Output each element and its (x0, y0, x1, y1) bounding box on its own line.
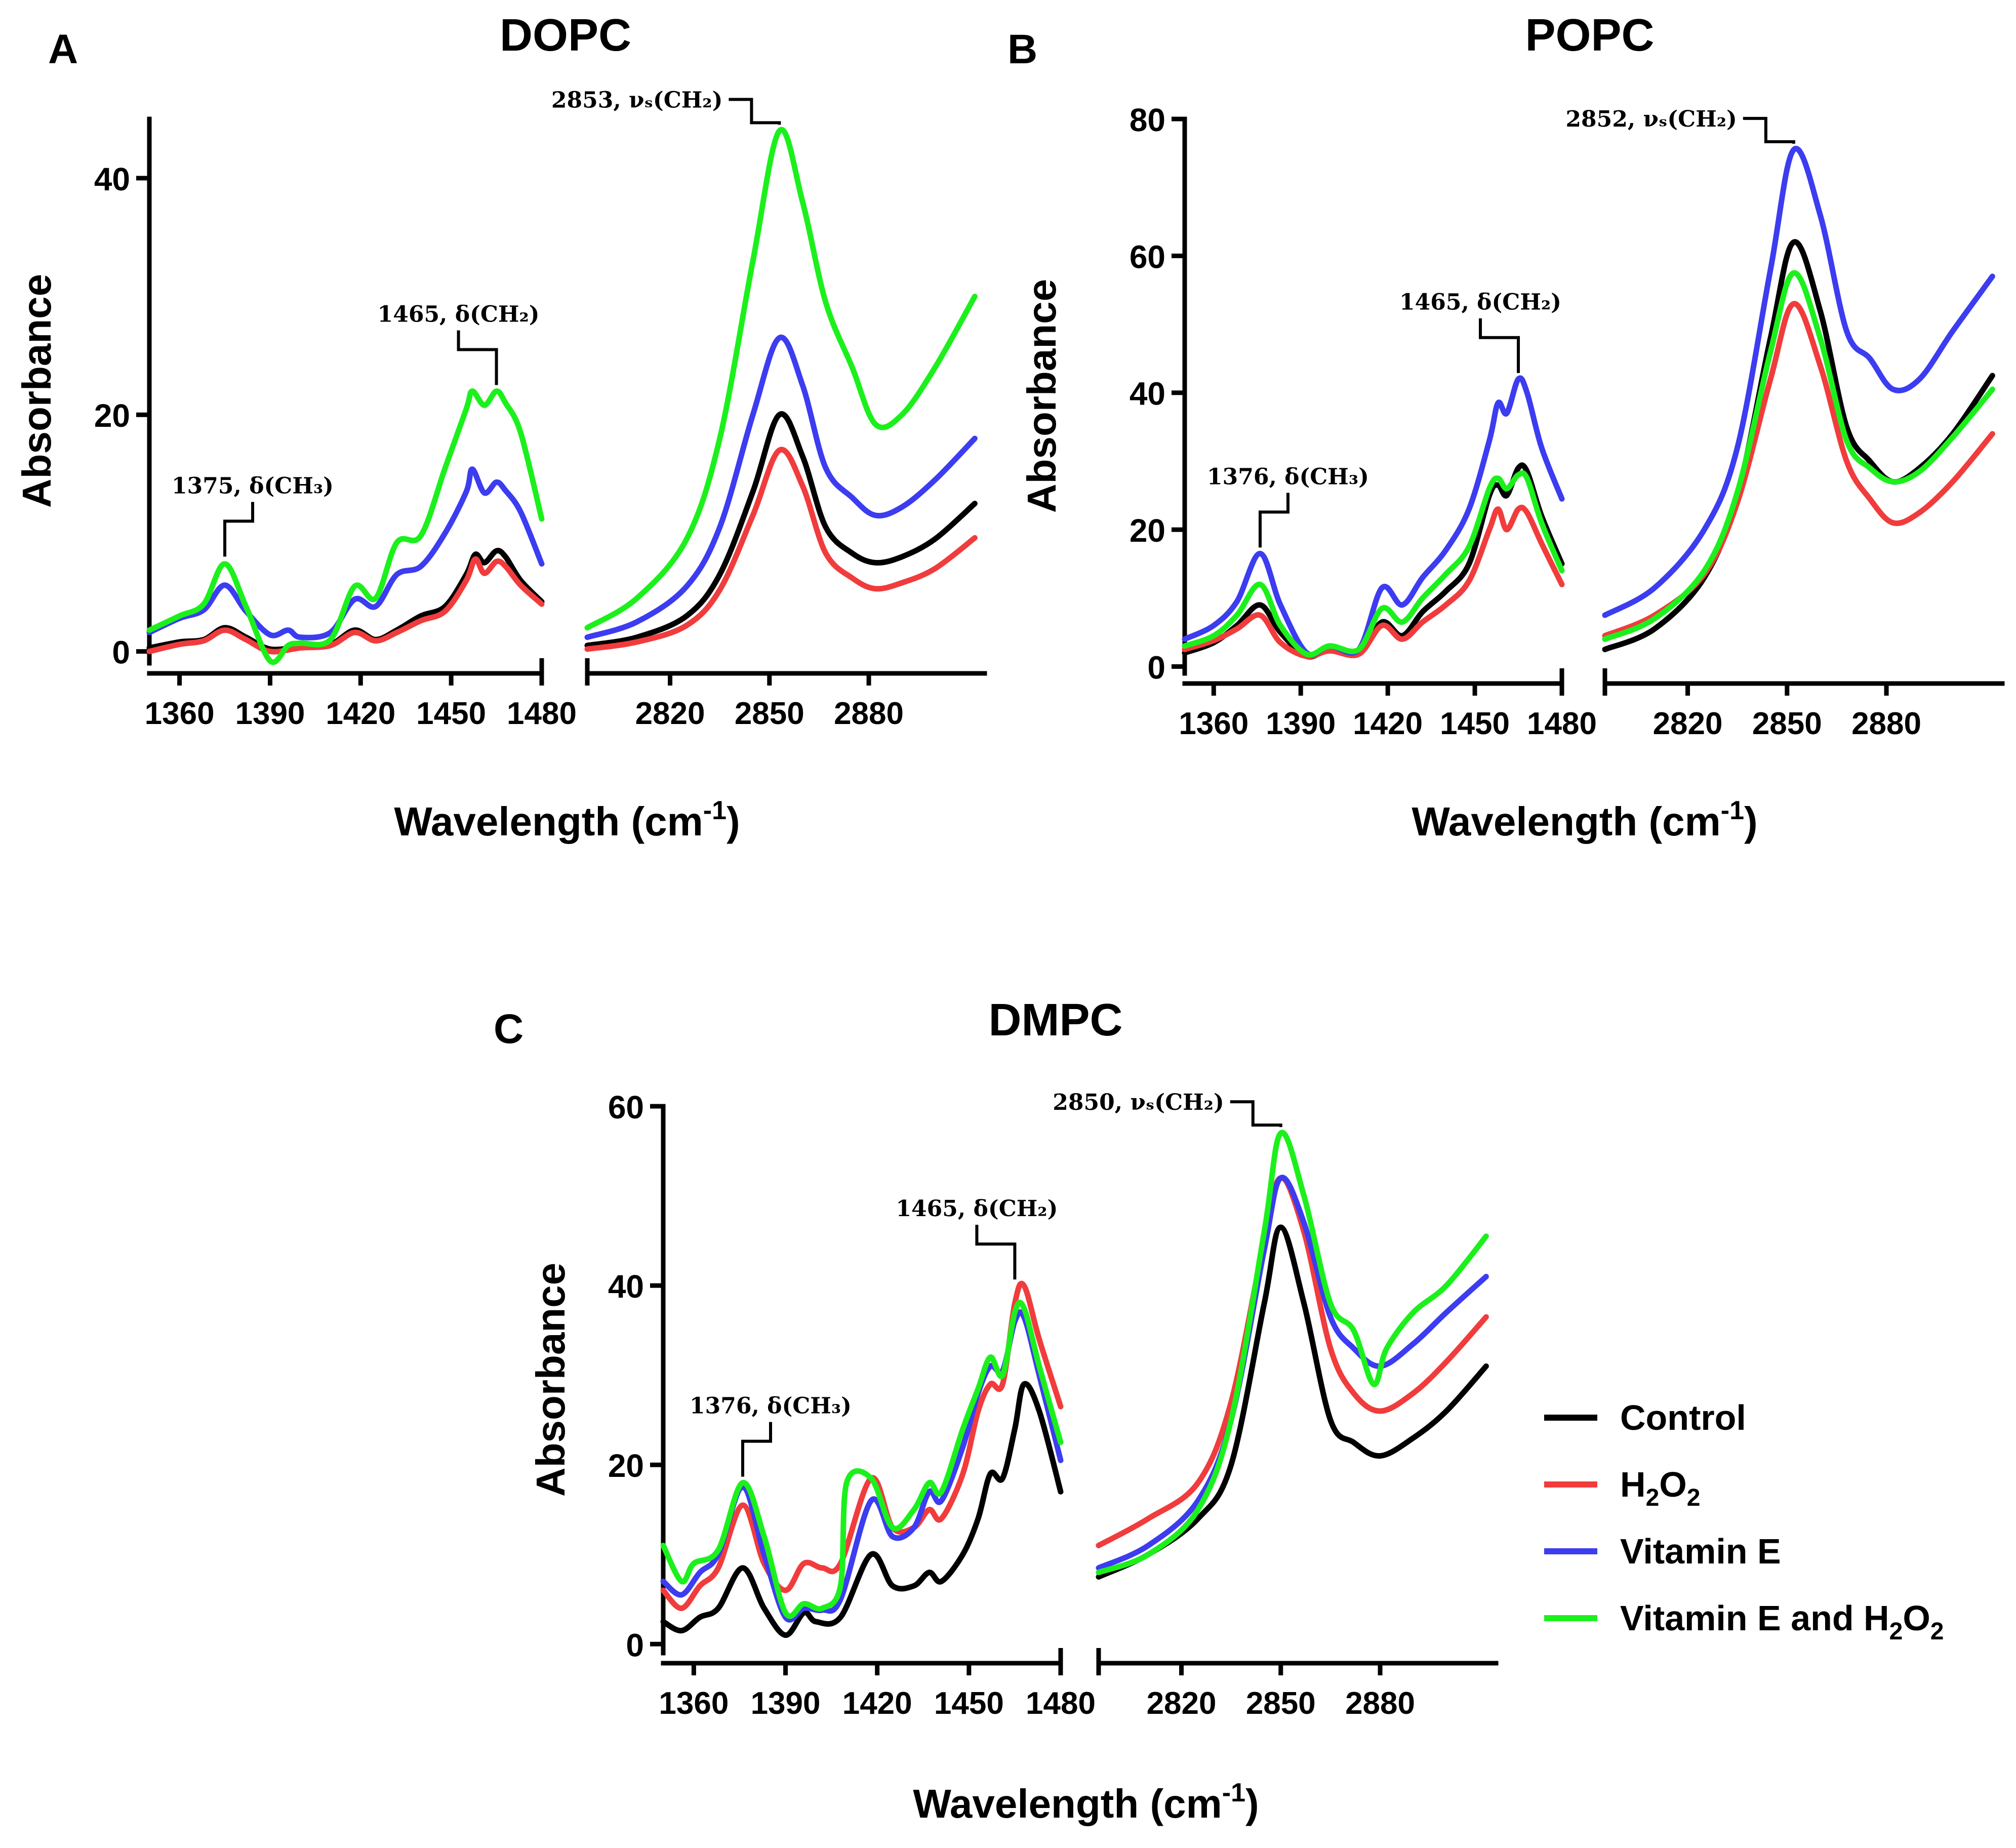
annotation-bracket (975, 1225, 1017, 1280)
y-tick-label: 20 (1130, 512, 1165, 549)
y-tick-label: 0 (626, 1627, 644, 1663)
series-vitamin-e-left (1182, 375, 1565, 658)
x-tick-label: 1420 (1353, 706, 1423, 741)
series-control-right (584, 411, 978, 649)
series-h2o2-left (146, 556, 545, 655)
x-tick-label: 1360 (1179, 706, 1248, 741)
x-tick-label: 1450 (416, 696, 486, 731)
annotation-label: 2852, νₛ(CH₂) (1565, 106, 1737, 132)
y-tick-label: 60 (608, 1089, 644, 1126)
y-tick-label: 40 (1130, 376, 1165, 412)
annotation-bracket (741, 1422, 772, 1477)
annotation-label: 2853, νₛ(CH₂) (551, 87, 723, 113)
annotation-bracket (1743, 116, 1795, 144)
y-tick-label: 40 (94, 161, 130, 197)
x-axis-label: Wavelength (cm-1) (913, 1778, 1259, 1826)
series-h2o2-left (660, 1280, 1064, 1611)
x-tick-label: 2880 (834, 696, 904, 731)
annotation-bracket (223, 502, 255, 557)
x-tick-label: 2820 (1653, 706, 1723, 741)
series-h2o2-right (1096, 1175, 1489, 1548)
x-tick-label: 1480 (1026, 1686, 1096, 1721)
y-tick-label: 40 (608, 1268, 644, 1305)
legend-label: H2O2 (1620, 1465, 1700, 1511)
series-h2o2-right (584, 447, 978, 652)
x-tick-label: 2820 (635, 696, 705, 731)
chart-title: POPC (1525, 10, 1654, 61)
series-vitamin-e-and-h2o2-right (1096, 1130, 1489, 1576)
x-tick-label: 1420 (842, 1686, 912, 1721)
annotation-label: 1465, δ(CH₂) (1399, 290, 1561, 315)
legend-label: Control (1620, 1398, 1746, 1437)
x-tick-label: 1360 (659, 1686, 729, 1721)
x-tick-label: 1360 (145, 696, 215, 731)
panel-b-popc: POPC Absorbance Wavelength (cm-1) 0 20 40 60 80… (1019, 10, 2005, 844)
chart-title: DOPC (500, 10, 631, 61)
x-tick-label: 1420 (326, 696, 395, 731)
x-tick-label: 1390 (235, 696, 305, 731)
annotation-label: 2850, νₛ(CH₂) (1053, 1090, 1224, 1115)
series-vitamin-e-right (1602, 145, 1995, 618)
y-tick-label: 60 (1130, 238, 1165, 275)
x-axis-label: Wavelength (cm-1) (394, 796, 740, 844)
y-axis-label: Absorbance (1019, 279, 1064, 513)
annotation-label: 1465, δ(CH₂) (378, 302, 540, 328)
x-tick-label: 1390 (751, 1686, 821, 1721)
y-tick-label: 80 (1130, 102, 1165, 138)
panel-a-dopc: DOPC Absorbance Wavelength (cm-1) 0 20 40 1360… (14, 10, 987, 844)
series-control-right (1096, 1224, 1489, 1580)
series-vitamin-e-left (146, 466, 545, 640)
x-axis-label: Wavelength (cm-1) (1412, 796, 1757, 844)
y-axis-label: Absorbance (528, 1263, 573, 1497)
annotation-bracket (1479, 318, 1520, 373)
annotation-label: 1465, δ(CH₂) (896, 1196, 1058, 1222)
annotation-label: 1376, δ(CH₃) (690, 1393, 852, 1419)
series-control-left (1182, 462, 1565, 660)
x-tick-label: 1450 (1440, 706, 1510, 741)
x-tick-label: 2850 (1246, 1686, 1316, 1721)
panel-label-c: C (494, 1006, 523, 1052)
series-h2o2-right (1602, 301, 1995, 639)
series-vitamin-e-and-h2o2-left (660, 1300, 1064, 1619)
y-tick-label: 0 (1147, 649, 1165, 686)
series-vitamin-e-right (1096, 1175, 1489, 1571)
annotation-bracket (729, 98, 781, 125)
series-vitamin-e-and-h2o2-right (584, 127, 978, 631)
series-vitamin-e-and-h2o2-right (1602, 270, 1995, 642)
y-axis-label: Absorbance (14, 274, 59, 508)
annotation-label: 1375, δ(CH₃) (172, 473, 334, 499)
annotation-bracket (457, 330, 498, 385)
panel-label-b: B (1007, 26, 1037, 72)
x-tick-label: 1450 (934, 1686, 1004, 1721)
x-tick-label: 2850 (735, 696, 804, 731)
series-h2o2-left (1182, 504, 1565, 660)
y-tick-label: 20 (608, 1448, 644, 1484)
series-vitamin-e-and-h2o2-left (1182, 470, 1565, 658)
annotation-label: 1376, δ(CH₃) (1207, 464, 1369, 490)
panel-c-dmpc: DMPC Absorbance Wavelength (cm-1) 0 20 40 60 13… (528, 995, 1499, 1826)
annotation-bracket (1230, 1100, 1282, 1128)
panel-label-a: A (48, 26, 78, 72)
legend-label: Vitamin E and H2O2 (1620, 1598, 1944, 1645)
x-tick-label: 2850 (1752, 706, 1822, 741)
legend-label: Vitamin E (1620, 1532, 1781, 1571)
y-tick-label: 20 (94, 397, 130, 434)
annotation-bracket (1259, 493, 1289, 548)
legend: Control H2O2 Vitamin E Vitamin E and H2O2 (1544, 1398, 1944, 1645)
x-tick-label: 1390 (1266, 706, 1336, 741)
y-tick-label: 0 (112, 634, 130, 671)
x-tick-label: 1480 (507, 696, 577, 731)
chart-title: DMPC (989, 995, 1123, 1046)
series-vitamin-e-right (584, 334, 978, 640)
series-control-left (660, 1381, 1064, 1638)
x-tick-label: 1480 (1527, 706, 1597, 741)
x-tick-label: 2820 (1147, 1686, 1217, 1721)
series-vitamin-e-and-h2o2-left (146, 388, 545, 665)
x-tick-label: 2880 (1851, 706, 1921, 741)
x-tick-label: 2880 (1345, 1686, 1415, 1721)
